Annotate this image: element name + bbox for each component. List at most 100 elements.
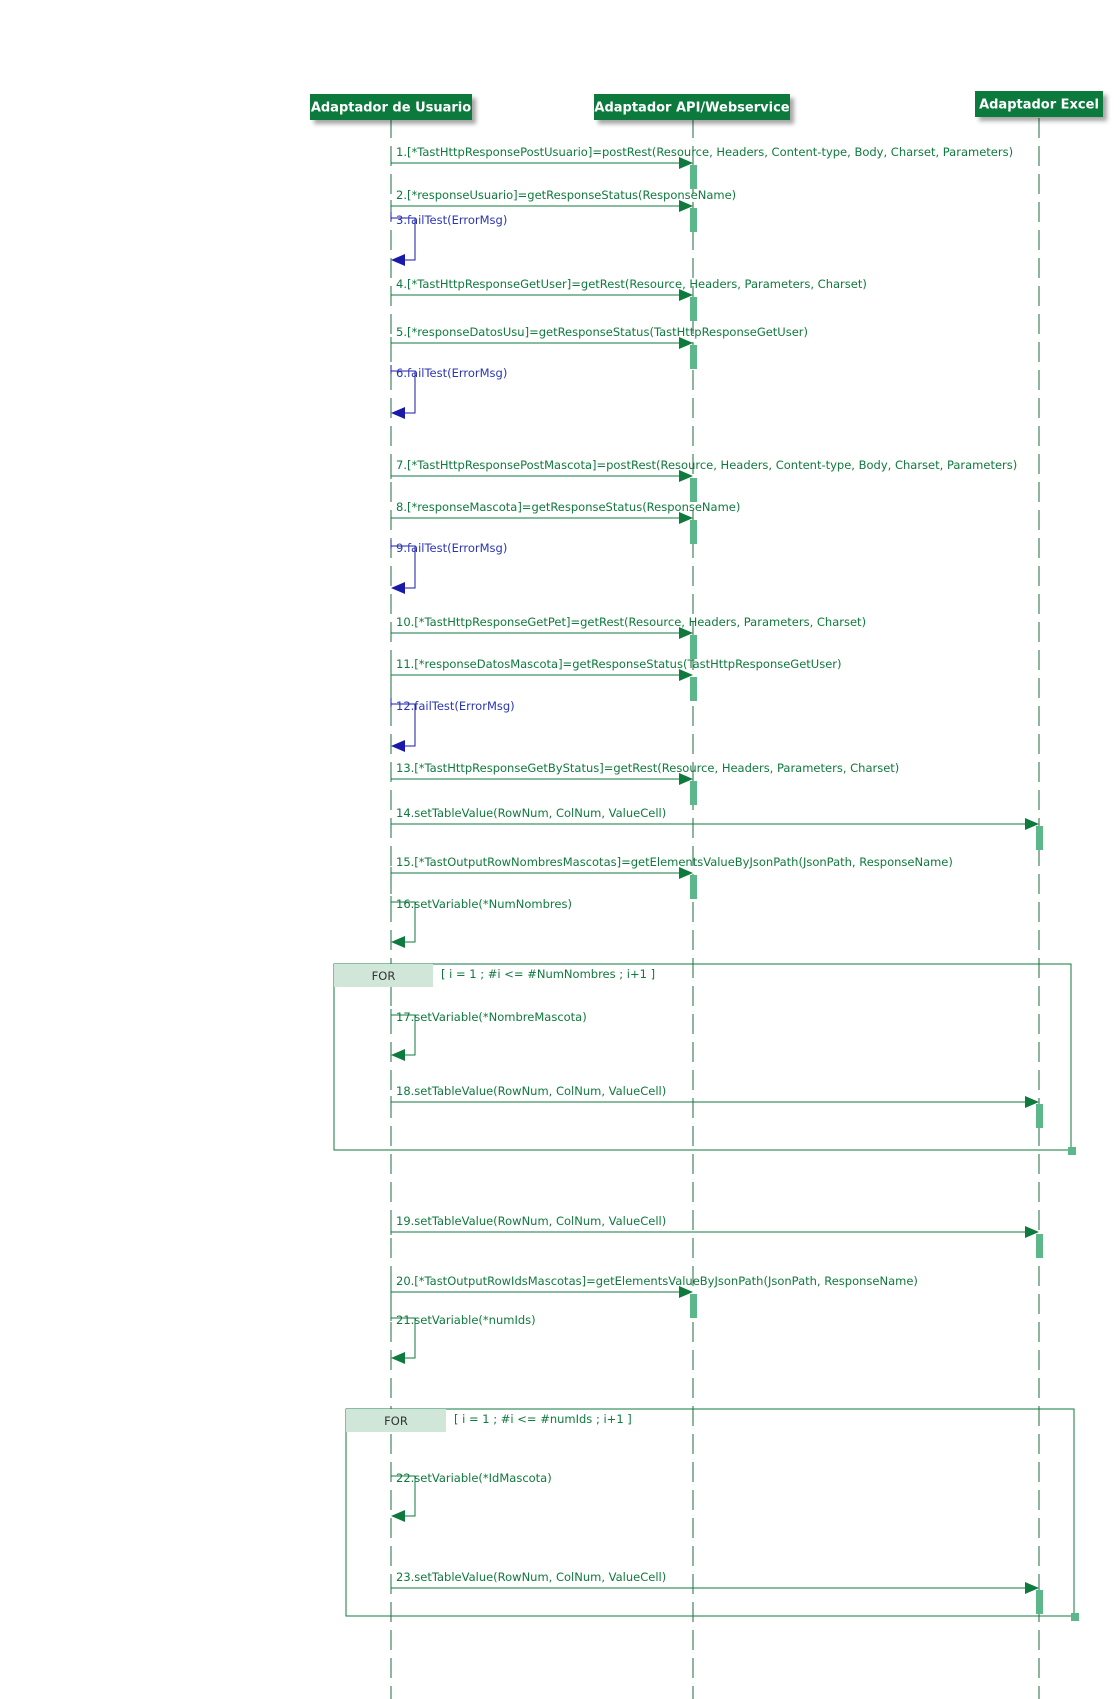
arrow-head [391,254,405,266]
loop-frame [345,1408,1075,1617]
message-12[interactable]: 12.failTest(ErrorMsg) [390,698,515,752]
arrow-head [1025,1582,1039,1594]
message-20[interactable]: 20.[*TastOutputRowIdsMascotas]=getElemen… [390,1274,918,1298]
message-label: 10.[*TastHttpResponseGetPet]=getRest(Res… [396,615,866,629]
loop-keyword: FOR [384,1414,408,1428]
activation-bar [690,345,697,369]
loop-fragment: FOR [ i = 1 ; #i <= #numIds ; i+1 ] [345,1408,1079,1621]
message-label: 19.setTableValue(RowNum, ColNum, ValueCe… [396,1214,666,1228]
message-label: 1.[*TastHttpResponsePostUsuario]=postRes… [396,145,1013,159]
message-9[interactable]: 9.failTest(ErrorMsg) [390,540,507,594]
message-label: 14.setTableValue(RowNum, ColNum, ValueCe… [396,806,666,820]
arrow-head [679,289,693,301]
message-label: 3.failTest(ErrorMsg) [396,213,507,227]
activation-bar [690,677,697,701]
loop-resize-handle[interactable] [1071,1613,1079,1621]
activation-bar [690,875,697,899]
arrow-head [679,512,693,524]
activation-bar [1036,826,1043,850]
message-10[interactable]: 10.[*TastHttpResponseGetPet]=getRest(Res… [390,615,866,639]
message-label: 20.[*TastOutputRowIdsMascotas]=getElemen… [396,1274,918,1288]
activation-bar [1036,1234,1043,1258]
activation-bar [1036,1104,1043,1128]
arrow-head [1025,1226,1039,1238]
arrow-head [1025,818,1039,830]
message-label: 8.[*responseMascota]=getResponseStatus(R… [396,500,740,514]
message-16[interactable]: 16.setVariable(*NumNombres) [390,896,572,948]
participant-box [310,94,472,120]
lifelines [390,118,1040,1699]
loop-resize-handle[interactable] [1068,1147,1076,1155]
message-label: 23.setTableValue(RowNum, ColNum, ValueCe… [396,1570,666,1584]
message-13[interactable]: 13.[*TastHttpResponseGetByStatus]=getRes… [390,761,899,785]
message-label: 2.[*responseUsuario]=getResponseStatus(R… [396,188,736,202]
arrow-head [679,627,693,639]
arrow-head [679,669,693,681]
activation-bar [690,297,697,321]
participant-user[interactable]: Adaptador de Usuario [310,94,472,120]
activation-bar [690,1294,697,1318]
message-label: 5.[*responseDatosUsu]=getResponseStatus(… [396,325,808,339]
activation-bar [690,165,697,189]
participant-excel[interactable]: Adaptador Excel [975,91,1103,117]
message-label: 4.[*TastHttpResponseGetUser]=getRest(Res… [396,277,867,291]
arrow-head [679,157,693,169]
participant-label: Adaptador de Usuario [311,101,471,116]
participant-box [975,91,1103,117]
participants: Adaptador de Usuario Adaptador API/Webser… [310,91,1103,120]
arrow-head [391,1049,405,1061]
message-7[interactable]: 7.[*TastHttpResponsePostMascota]=postRes… [390,458,1017,482]
message-label: 11.[*responseDatosMascota]=getResponseSt… [396,657,842,671]
arrow-head [1025,1096,1039,1108]
message-label: 9.failTest(ErrorMsg) [396,541,507,555]
message-5[interactable]: 5.[*responseDatosUsu]=getResponseStatus(… [390,325,808,349]
message-label: 12.failTest(ErrorMsg) [396,699,515,713]
message-label: 17.setVariable(*NombreMascota) [396,1010,587,1024]
arrow-head [391,1510,405,1522]
arrow-head [679,867,693,879]
message-15[interactable]: 15.[*TastOutputRowNombresMascotas]=getEl… [390,855,953,879]
loop-condition: [ i = 1 ; #i <= #numIds ; i+1 ] [454,1412,632,1426]
activation-bar [690,478,697,502]
message-label: 21.setVariable(*numIds) [396,1313,536,1327]
message-8[interactable]: 8.[*responseMascota]=getResponseStatus(R… [390,500,740,524]
activation-bar [1036,1590,1043,1614]
loop-tab [334,964,433,987]
loop-condition: [ i = 1 ; #i <= #NumNombres ; i+1 ] [441,967,655,981]
message-3[interactable]: 3.failTest(ErrorMsg) [390,212,507,266]
message-4[interactable]: 4.[*TastHttpResponseGetUser]=getRest(Res… [390,277,867,301]
message-23[interactable]: 23.setTableValue(RowNum, ColNum, ValueCe… [390,1570,1039,1594]
message-6[interactable]: 6.failTest(ErrorMsg) [390,365,507,419]
activation-bars [690,165,1043,1614]
arrow-head [391,936,405,948]
arrow-head [391,1352,405,1364]
arrow-head [679,1286,693,1298]
loop-fragment: FOR [ i = 1 ; #i <= #NumNombres ; i+1 ] [333,963,1076,1155]
participant-api[interactable]: Adaptador API/Webservice [594,94,790,120]
message-21[interactable]: 21.setVariable(*numIds) [390,1312,536,1364]
activation-bar [690,208,697,232]
message-label: 18.setTableValue(RowNum, ColNum, ValueCe… [396,1084,666,1098]
participant-box [594,94,790,120]
arrow-head [679,200,693,212]
message-11[interactable]: 11.[*responseDatosMascota]=getResponseSt… [390,657,842,681]
activation-bar [690,520,697,544]
participant-label: Adaptador API/Webservice [594,101,789,116]
arrow-head [679,470,693,482]
message-17[interactable]: 17.setVariable(*NombreMascota) [390,1009,587,1061]
message-19[interactable]: 19.setTableValue(RowNum, ColNum, ValueCe… [390,1214,1039,1238]
messages: 1.[*TastHttpResponsePostUsuario]=postRes… [390,145,1039,1594]
loop-frame [333,963,1072,1151]
arrow-head [679,773,693,785]
message-1[interactable]: 1.[*TastHttpResponsePostUsuario]=postRes… [390,145,1013,169]
message-18[interactable]: 18.setTableValue(RowNum, ColNum, ValueCe… [390,1084,1039,1108]
message-label: 7.[*TastHttpResponsePostMascota]=postRes… [396,458,1017,472]
arrow-head [391,407,405,419]
arrow-head [679,337,693,349]
activation-bar [690,635,697,659]
loop-keyword: FOR [372,969,396,983]
message-label: 16.setVariable(*NumNombres) [396,897,572,911]
message-2[interactable]: 2.[*responseUsuario]=getResponseStatus(R… [390,188,736,212]
message-14[interactable]: 14.setTableValue(RowNum, ColNum, ValueCe… [390,806,1039,830]
message-22[interactable]: 22.setVariable(*IdMascota) [390,1470,552,1522]
